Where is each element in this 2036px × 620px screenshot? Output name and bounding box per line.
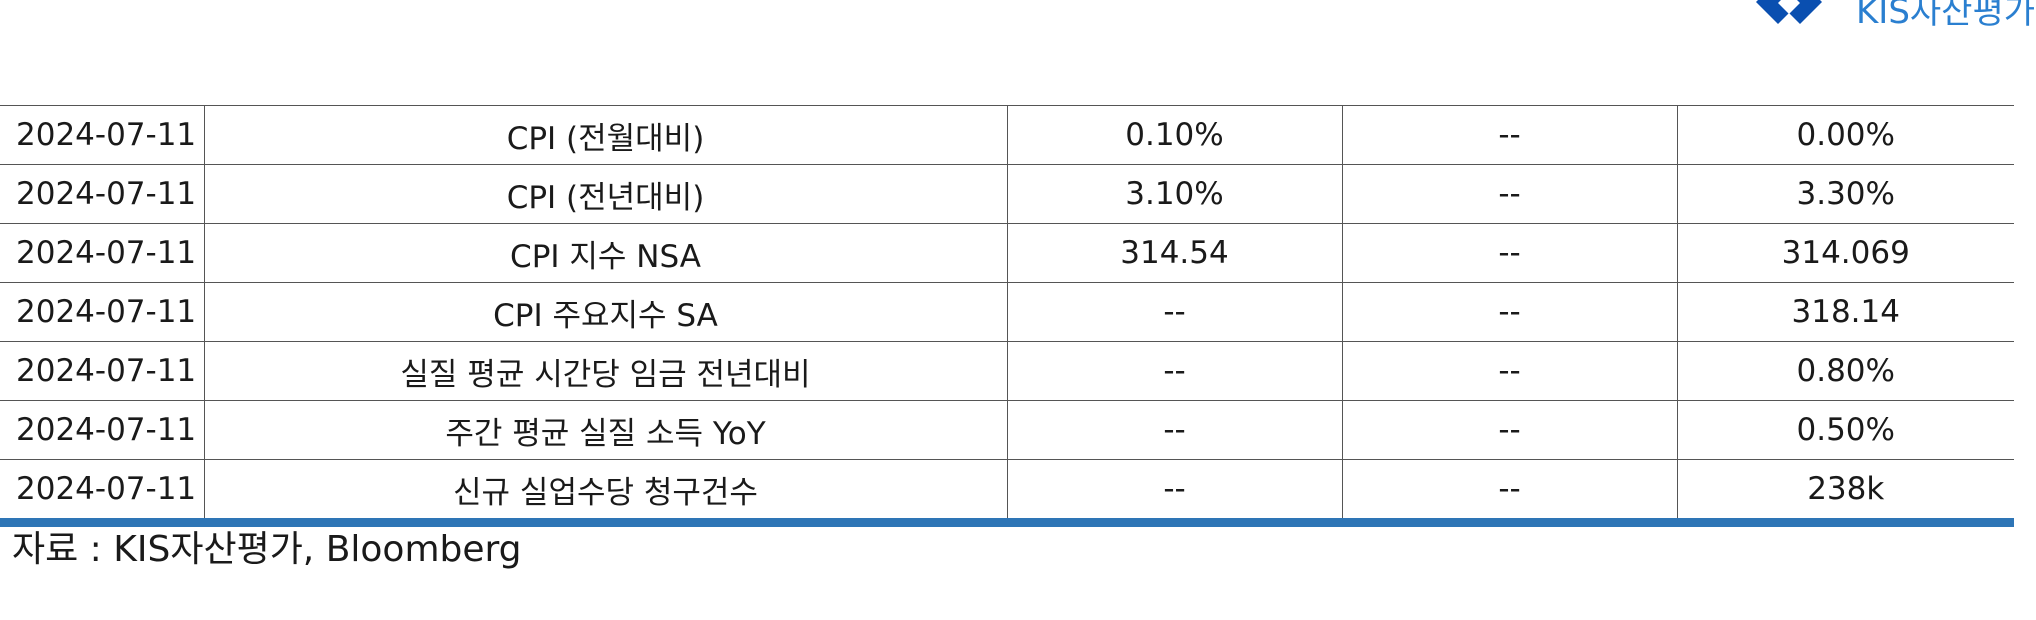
value-cell: --	[1341, 341, 1677, 401]
value-cell: --	[1341, 282, 1677, 342]
date-cell: 2024-07-11	[0, 400, 204, 460]
table-row: 2024-07-11 주간 평균 실질 소득 YoY -- -- 0.50%	[0, 400, 2014, 460]
indicator-cell: 실질 평균 시간당 임금 전년대비	[203, 341, 1007, 401]
table-row: 2024-07-11 CPI 주요지수 SA -- -- 318.14	[0, 282, 2014, 342]
value-cell: --	[1341, 223, 1677, 283]
table-row: 2024-07-11 실질 평균 시간당 임금 전년대비 -- -- 0.80%	[0, 341, 2014, 401]
date-cell: 2024-07-11	[0, 105, 204, 165]
value-cell: 318.14	[1676, 282, 2014, 342]
value-cell: --	[1006, 282, 1342, 342]
value-cell: --	[1341, 459, 1677, 527]
indicator-cell: CPI 지수 NSA	[203, 223, 1007, 283]
date-cell: 2024-07-11	[0, 341, 204, 401]
indicator-cell: CPI 주요지수 SA	[203, 282, 1007, 342]
value-cell: --	[1006, 341, 1342, 401]
value-cell: --	[1006, 400, 1342, 460]
value-cell: 0.00%	[1676, 105, 2014, 165]
source-note: 자료 : KIS자산평가, Bloomberg	[12, 529, 522, 570]
value-cell: 0.80%	[1676, 341, 2014, 401]
indicator-cell: 신규 실업수당 청구건수	[203, 459, 1007, 527]
value-cell: 314.54	[1006, 223, 1342, 283]
kis-logo: KIS자산평가	[1748, 0, 2035, 52]
value-cell: 238k	[1676, 459, 2014, 527]
table-row: 2024-07-11 신규 실업수당 청구건수 -- -- 238k	[0, 459, 2014, 527]
indicator-cell: CPI (전년대비)	[203, 164, 1007, 224]
indicator-cell: 주간 평균 실질 소득 YoY	[203, 400, 1007, 460]
date-cell: 2024-07-11	[0, 282, 204, 342]
value-cell: --	[1341, 164, 1677, 224]
value-cell: 3.30%	[1676, 164, 2014, 224]
value-cell: 0.50%	[1676, 400, 2014, 460]
date-cell: 2024-07-11	[0, 459, 204, 527]
value-cell: 3.10%	[1006, 164, 1342, 224]
date-cell: 2024-07-11	[0, 223, 204, 283]
logo-text: KIS자산평가	[1856, 0, 2036, 32]
table-row: 2024-07-11 CPI (전월대비) 0.10% -- 0.00%	[0, 105, 2014, 165]
table-row: 2024-07-11 CPI (전년대비) 3.10% -- 3.30%	[0, 164, 2014, 224]
date-cell: 2024-07-11	[0, 164, 204, 224]
value-cell: 0.10%	[1006, 105, 1342, 165]
kis-diamond-logo-icon	[1756, 0, 1822, 24]
value-cell: 314.069	[1676, 223, 2014, 283]
economic-indicator-table: 2024-07-11 CPI (전월대비) 0.10% -- 0.00% 202…	[0, 105, 2014, 527]
value-cell: --	[1341, 400, 1677, 460]
value-cell: --	[1006, 459, 1342, 527]
table-row: 2024-07-11 CPI 지수 NSA 314.54 -- 314.069	[0, 223, 2014, 283]
value-cell: --	[1341, 105, 1677, 165]
indicator-cell: CPI (전월대비)	[203, 105, 1007, 165]
